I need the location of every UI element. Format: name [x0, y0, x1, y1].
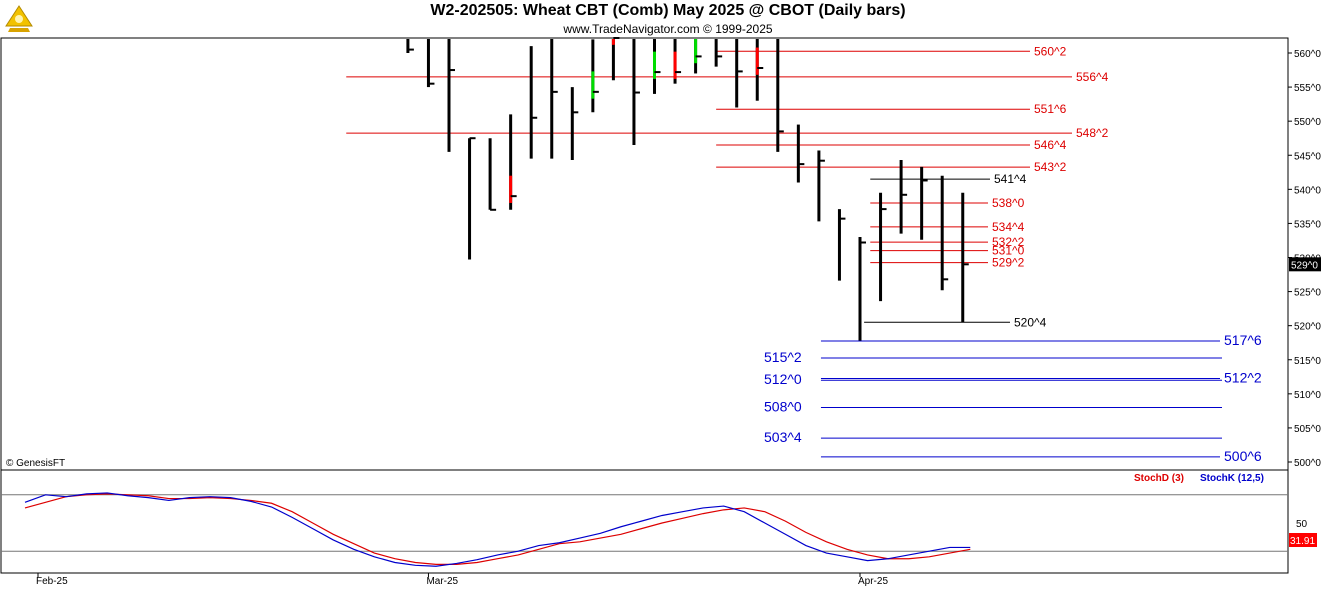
bars-layer	[406, 37, 969, 341]
price-tick-label: 555^0	[1294, 83, 1321, 94]
level-label: 517^6	[1224, 332, 1262, 348]
level-label: 520^4	[1014, 315, 1047, 329]
level-label: 541^4	[994, 172, 1027, 186]
price-tick-label: 515^0	[1294, 356, 1321, 367]
price-tick-label: 510^0	[1294, 390, 1321, 401]
chart-subtitle: www.TradeNavigator.com © 1999-2025	[563, 22, 773, 36]
price-tick-label: 525^0	[1294, 288, 1321, 299]
level-label: 503^4	[764, 429, 802, 445]
osc-value-tag	[1289, 533, 1317, 548]
osc-series-line	[24, 492, 971, 567]
price-tick-label: 545^0	[1294, 151, 1321, 162]
oscillator-axis: 50 31.91	[1289, 519, 1317, 548]
current-price-label: 529^0	[1291, 260, 1318, 271]
current-price-tag	[1289, 257, 1321, 272]
level-label: 551^6	[1034, 102, 1067, 116]
price-axis: 560^0555^0550^0545^0540^0535^0530^0525^0…	[1288, 49, 1321, 469]
level-label: 500^6	[1224, 448, 1262, 464]
chart-title: W2-202505: Wheat CBT (Comb) May 2025 @ C…	[430, 2, 906, 19]
legend-stochd: StochD (3)	[1134, 473, 1184, 484]
level-label: 512^2	[1224, 369, 1262, 385]
price-tick-label: 520^0	[1294, 322, 1321, 333]
price-tick-label: 550^0	[1294, 117, 1321, 128]
legend-stochk: StochK (12,5)	[1200, 473, 1264, 484]
date-tick-label: Apr-25	[858, 576, 888, 587]
osc-value-label: 31.91	[1290, 536, 1315, 547]
level-label: 532^2	[992, 235, 1025, 249]
level-label: 534^4	[992, 220, 1025, 234]
date-tick-label: Feb-25	[36, 576, 68, 587]
level-label: 531^0	[992, 244, 1025, 258]
level-label: 560^2	[1034, 44, 1067, 58]
date-tick-label: Mar-25	[426, 576, 458, 587]
level-label: 538^0	[992, 196, 1025, 210]
level-label: 529^2	[992, 256, 1025, 270]
price-tick-label: 505^0	[1294, 424, 1321, 435]
watermark: © GenesisFT	[6, 458, 66, 469]
level-label: 508^0	[764, 398, 802, 414]
oscillator-layer	[1, 492, 1288, 567]
level-label: 512^0	[764, 371, 802, 387]
level-label: 556^4	[1076, 70, 1109, 84]
genesis-logo-icon	[2, 2, 36, 34]
price-tick-label: 500^0	[1294, 458, 1321, 469]
level-label: 548^2	[1076, 126, 1109, 140]
date-axis: Feb-25 Mar-25 Apr-25	[36, 573, 888, 587]
price-tick-label: 560^0	[1294, 49, 1321, 60]
price-tick-label: 535^0	[1294, 219, 1321, 230]
level-label: 543^2	[1034, 160, 1067, 174]
level-label: 515^2	[764, 349, 802, 365]
levels-layer: 560^2 556^4 551^6 548^2 546^4 543^2 541^4 538^0…	[346, 44, 1262, 464]
price-tick-label: 540^0	[1294, 185, 1321, 196]
level-label: 546^4	[1034, 138, 1067, 152]
osc-tick-label: 50	[1296, 519, 1308, 530]
